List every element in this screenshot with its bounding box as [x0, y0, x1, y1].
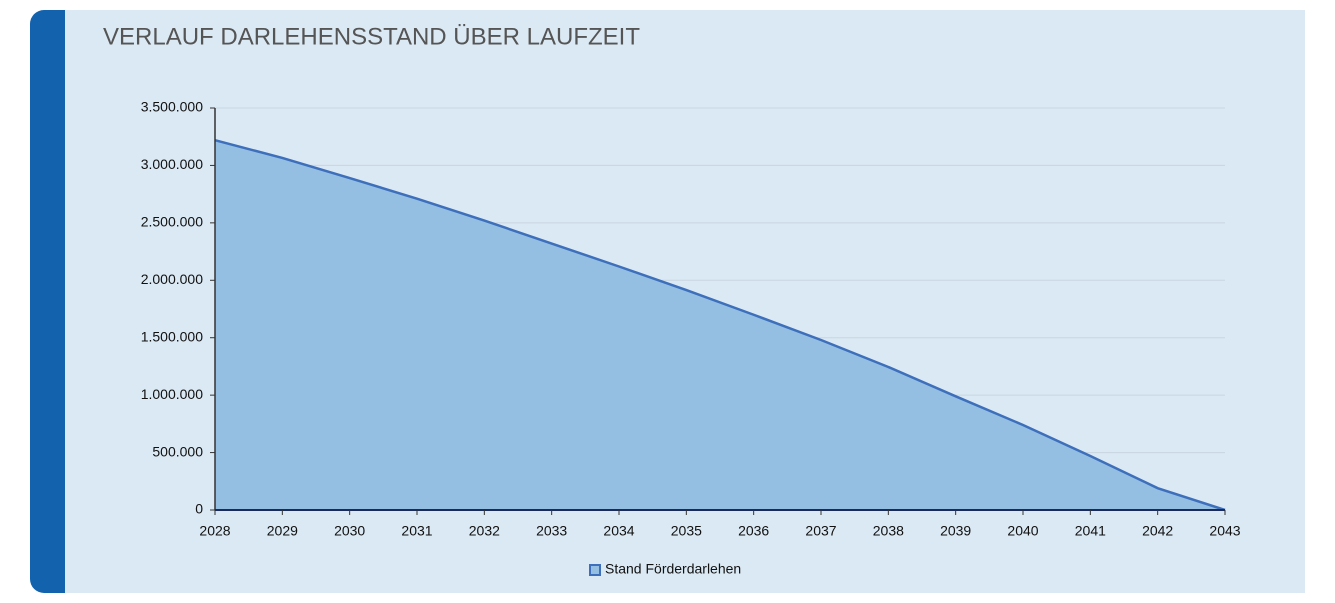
x-tick-label: 2028	[199, 523, 230, 539]
x-tick-label: 2042	[1142, 523, 1173, 539]
legend-label: Stand Förderdarlehen	[605, 561, 741, 577]
x-tick-label: 2040	[1007, 523, 1038, 539]
x-tick-label: 2043	[1209, 523, 1240, 539]
y-tick-label: 1.500.000	[141, 328, 203, 344]
y-tick-label: 1.000.000	[141, 386, 203, 402]
area-line	[214, 138, 1226, 512]
y-tick-label: 3.000.000	[141, 156, 203, 172]
x-tick-label: 2039	[940, 523, 971, 539]
x-tick-label: 2030	[334, 523, 365, 539]
x-tick-label: 2032	[469, 523, 500, 539]
legend-swatch	[589, 564, 601, 576]
y-tick-label: 2.500.000	[141, 214, 203, 230]
x-tick-label: 2034	[603, 523, 634, 539]
y-tick-label: 3.500.000	[141, 99, 203, 115]
x-tick-label: 2029	[267, 523, 298, 539]
area-fill	[215, 140, 1225, 510]
x-tick-label: 2033	[536, 523, 567, 539]
y-tick-label: 500.000	[152, 443, 203, 459]
y-tick-label: 0	[195, 501, 203, 517]
x-tick-label: 2036	[738, 523, 769, 539]
y-tick-label: 2.000.000	[141, 271, 203, 287]
x-tick-label: 2035	[671, 523, 702, 539]
chart-title: VERLAUF DARLEHENSSTAND ÜBER LAUFZEIT	[103, 23, 640, 50]
x-tick-label: 2038	[873, 523, 904, 539]
x-tick-label: 2031	[401, 523, 432, 539]
x-tick-label: 2037	[805, 523, 836, 539]
x-tick-label: 2041	[1075, 523, 1106, 539]
